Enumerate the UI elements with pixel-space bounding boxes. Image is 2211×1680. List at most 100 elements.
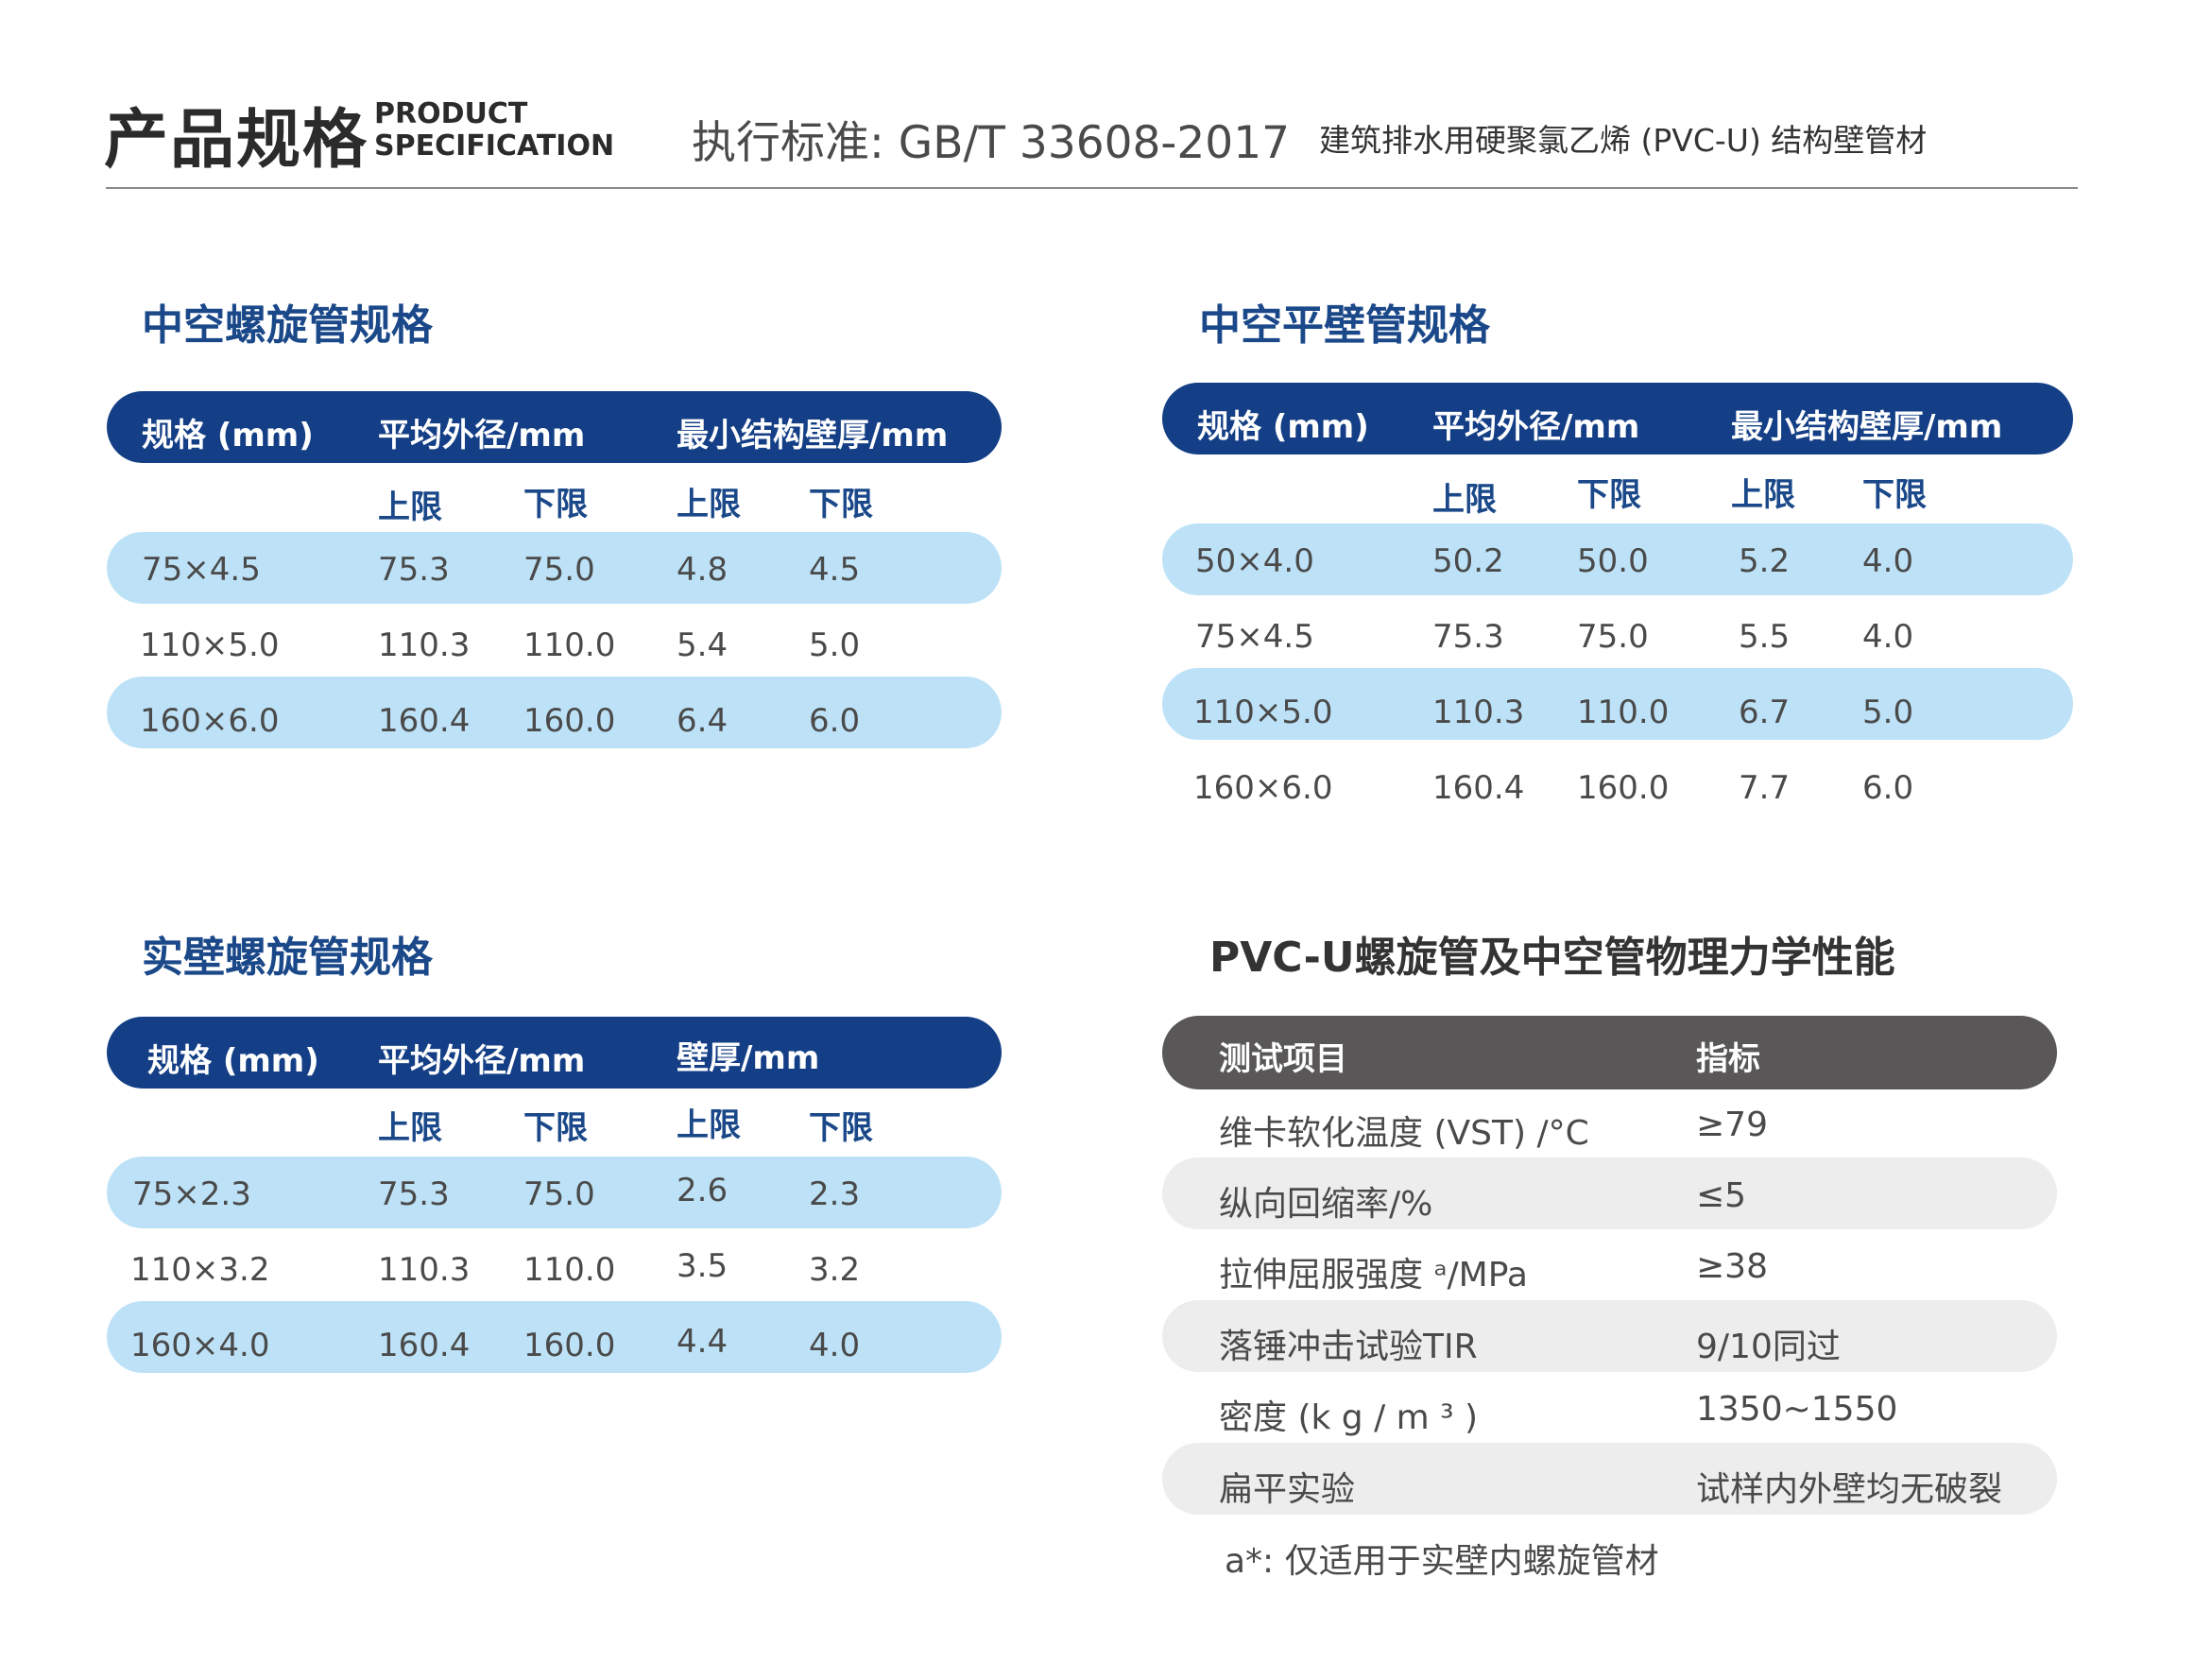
table2-cell: 50.0 [1577, 542, 1649, 580]
table4-cell: 维卡软化温度 (VST) /°C [1219, 1114, 1589, 1153]
table2-cell: 5.0 [1862, 694, 1914, 731]
table4-cell: 密度 (k g / m ³ ) [1219, 1398, 1479, 1437]
table3-cell: 3.2 [809, 1251, 861, 1289]
table1-header-od: 平均外径/mm [378, 417, 586, 454]
table1-header-spec: 规格 (mm) [142, 417, 314, 454]
table2-cell: 6.0 [1862, 769, 1914, 807]
table1-cell: 5.0 [809, 626, 861, 664]
table2-cell: 75.3 [1432, 618, 1504, 656]
table4-cell: 试样内外壁均无破裂 [1696, 1470, 2003, 1509]
table1-cell: 110.0 [523, 626, 616, 664]
table4-cell: 1350~1550 [1696, 1390, 1898, 1429]
page-title-en-line1: PRODUCT [374, 97, 528, 130]
table2-cell: 50×4.0 [1195, 542, 1314, 580]
table2-header-wall: 最小结构壁厚/mm [1731, 408, 2003, 446]
table1-sub-upper: 上限 [378, 489, 442, 526]
table3-row-bg [107, 1301, 1002, 1373]
table4-cell: 纵向回缩率/% [1219, 1185, 1433, 1224]
table1-cell: 6.0 [809, 702, 861, 740]
table4-row-bg [1162, 1157, 2057, 1229]
standard-label: 执行标准: GB/T 33608-2017 [692, 117, 1291, 169]
table2-cell: 50.2 [1432, 542, 1504, 580]
table4-header-index: 指标 [1696, 1040, 1760, 1078]
table3-cell: 160×4.0 [130, 1327, 270, 1364]
table1-cell: 110.3 [378, 626, 471, 664]
table3-sub-upper: 上限 [378, 1109, 442, 1147]
table4-cell: ≥79 [1696, 1106, 1768, 1144]
table3-header-spec: 规格 (mm) [147, 1042, 319, 1080]
table3-cell: 75×2.3 [132, 1175, 251, 1213]
table2-cell: 6.7 [1739, 694, 1791, 731]
table1-sub-lower: 下限 [523, 486, 588, 523]
table2-sub-lower: 下限 [1862, 476, 1927, 514]
table2-cell: 160×6.0 [1193, 769, 1333, 807]
table2-cell: 110.0 [1577, 694, 1670, 731]
table1-cell: 5.4 [677, 626, 728, 664]
table2-title: 中空平壁管规格 [1199, 301, 1490, 350]
table4-header-item: 测试项目 [1219, 1040, 1347, 1078]
table2-row-bg [1162, 523, 2073, 595]
table1-cell: 75.3 [378, 551, 450, 589]
table2-sub-lower: 下限 [1577, 476, 1641, 514]
table3-cell: 110.0 [523, 1251, 616, 1289]
table3-cell: 2.3 [809, 1175, 861, 1213]
table3-header-bar [107, 1017, 1002, 1089]
table3-cell: 4.0 [809, 1327, 861, 1364]
table2-cell: 5.2 [1739, 542, 1791, 580]
table3-cell: 160.0 [523, 1327, 616, 1364]
table2-cell: 75×4.5 [1195, 618, 1314, 656]
table4-row-bg [1162, 1443, 2057, 1515]
table2-cell: 160.0 [1577, 769, 1670, 807]
page-title-en-line2: SPECIFICATION [374, 129, 615, 163]
table1-sub-upper: 上限 [677, 486, 741, 523]
table1-header-wall: 最小结构壁厚/mm [677, 417, 949, 454]
table3-cell: 110.3 [378, 1251, 471, 1289]
table2-header-spec: 规格 (mm) [1197, 408, 1369, 446]
table4-cell: 扁平实验 [1219, 1470, 1356, 1509]
table2-cell: 4.0 [1862, 618, 1914, 656]
table1-cell: 160×6.0 [140, 702, 280, 740]
table2-row-bg [1162, 668, 2073, 740]
table1-cell: 4.5 [809, 551, 861, 589]
table1-cell: 160.0 [523, 702, 616, 740]
table2-cell: 160.4 [1432, 769, 1525, 807]
table2-cell: 110×5.0 [1193, 694, 1333, 731]
table3-header-wall: 壁厚/mm [677, 1039, 820, 1077]
page-title: 产品规格 [104, 103, 369, 178]
table3-row-bg [107, 1157, 1002, 1228]
table4-cell: 拉伸屈服强度 ᵃ/MPa [1219, 1256, 1528, 1294]
table2-cell: 5.5 [1739, 618, 1791, 656]
table4-cell: ≤5 [1696, 1176, 1747, 1215]
table4-row-bg [1162, 1300, 2057, 1372]
table1-row-bg [107, 532, 1002, 604]
table3-cell: 3.5 [677, 1247, 728, 1285]
table3-cell: 160.4 [378, 1327, 471, 1364]
table2-sub-upper: 上限 [1432, 481, 1497, 519]
table1-cell: 75×4.5 [142, 551, 261, 589]
table3-cell: 75.0 [523, 1175, 595, 1213]
table2-cell: 75.0 [1577, 618, 1649, 656]
product-description: 建筑排水用硬聚氯乙烯 (PVC-U) 结构壁管材 [1319, 122, 1928, 159]
table4-cell: 9/10同过 [1696, 1328, 1841, 1366]
table4-header-bar [1162, 1016, 2057, 1089]
table1-row-bg [107, 677, 1002, 748]
table3-sub-upper: 上限 [677, 1106, 741, 1144]
table1-cell: 110×5.0 [140, 626, 280, 664]
table4-cell: ≥38 [1696, 1247, 1768, 1286]
table1-title: 中空螺旋管规格 [142, 301, 433, 350]
table2-cell: 7.7 [1739, 769, 1791, 807]
table2-sub-upper: 上限 [1731, 476, 1795, 514]
header-divider [106, 187, 2078, 189]
table2-header-bar [1162, 383, 2073, 454]
table1-cell: 4.8 [677, 551, 728, 589]
table3-cell: 75.3 [378, 1175, 450, 1213]
table3-cell: 110×3.2 [130, 1251, 270, 1289]
table1-cell: 160.4 [378, 702, 471, 740]
table3-header-od: 平均外径/mm [378, 1042, 586, 1080]
page-title-en: PRODUCT SPECIFICATION [374, 98, 614, 163]
table2-cell: 110.3 [1432, 694, 1525, 731]
table3-sub-lower: 下限 [523, 1109, 588, 1147]
table1-header-bar [107, 391, 1002, 463]
table1-sub-lower: 下限 [809, 486, 873, 523]
table4-cell: 落锤冲击试验TIR [1219, 1328, 1478, 1366]
